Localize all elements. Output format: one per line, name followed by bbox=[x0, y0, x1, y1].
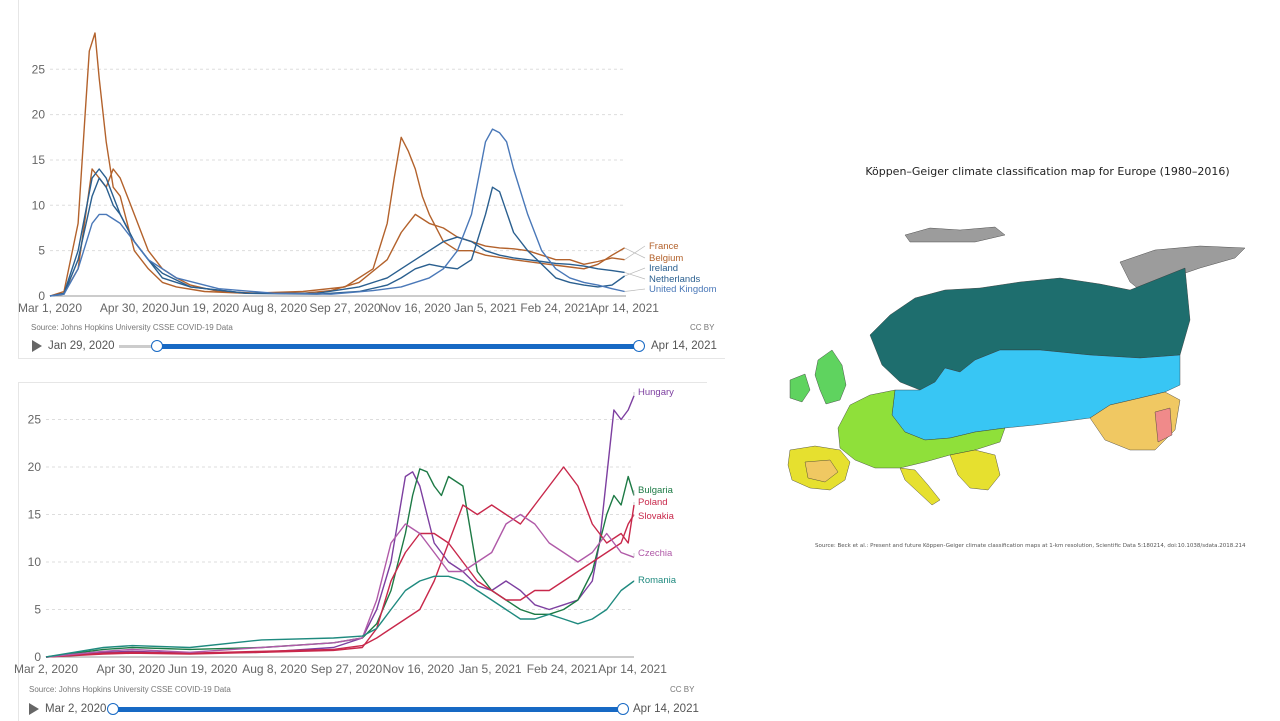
x-tick-label: Jan 5, 2021 bbox=[454, 301, 517, 315]
series-label-romania: Romania bbox=[638, 575, 677, 586]
series-label-netherlands: Netherlands bbox=[649, 274, 700, 285]
series-label-czechia: Czechia bbox=[638, 548, 673, 559]
series-label-connector bbox=[624, 267, 646, 277]
x-tick-label: Feb 24, 2021 bbox=[520, 301, 591, 315]
series-line-france bbox=[49, 168, 625, 297]
series-line-netherlands bbox=[49, 168, 625, 297]
map-region-balkans bbox=[949, 449, 1001, 491]
y-tick-label: 10 bbox=[28, 555, 42, 569]
top-slider-end-handle[interactable] bbox=[633, 340, 645, 352]
bottom-slider-start-handle[interactable] bbox=[107, 703, 119, 715]
series-line-czechia bbox=[45, 513, 635, 658]
x-tick-label: Jan 5, 2021 bbox=[459, 662, 522, 676]
x-tick-label: Apr 14, 2021 bbox=[590, 301, 659, 315]
top-source-note: Source: Johns Hopkins University CSSE CO… bbox=[31, 323, 233, 332]
x-tick-label: Sep 27, 2020 bbox=[311, 662, 383, 676]
y-tick-label: 10 bbox=[32, 198, 46, 212]
y-tick-label: 0 bbox=[34, 650, 41, 664]
top-slider-end-date: Apr 14, 2021 bbox=[651, 340, 717, 352]
top-slider-start-date: Jan 29, 2020 bbox=[48, 340, 115, 352]
series-line-ireland bbox=[49, 177, 626, 297]
series-label-bulgaria: Bulgaria bbox=[638, 485, 674, 496]
series-line-united-kingdom bbox=[49, 128, 625, 297]
series-label-hungary: Hungary bbox=[638, 387, 674, 398]
x-tick-label: Apr 30, 2020 bbox=[100, 301, 169, 315]
series-label-connector bbox=[624, 288, 646, 292]
bottom-chart-panel: 0 5 10 15 20 25 Mar 2, 2020 Apr 30, 2020 Jun 19,… bbox=[14, 382, 707, 721]
series-label-ireland: Ireland bbox=[649, 263, 678, 274]
top-play-icon[interactable] bbox=[32, 340, 42, 352]
x-tick-label: Feb 24, 2021 bbox=[527, 662, 598, 676]
series-line-romania bbox=[45, 575, 635, 658]
y-tick-label: 25 bbox=[32, 62, 46, 76]
series-line-poland bbox=[45, 466, 635, 658]
bottom-source-note: Source: Johns Hopkins University CSSE CO… bbox=[29, 685, 231, 694]
bottom-line-chart: 0 5 10 15 20 25 Mar 2, 2020 Apr 30, 2020 Jun 19,… bbox=[14, 387, 677, 676]
x-tick-label: Mar 2, 2020 bbox=[14, 662, 78, 676]
series-label-poland: Poland bbox=[638, 497, 668, 508]
map-region-british-isles bbox=[814, 349, 847, 405]
top-license: CC BY bbox=[690, 323, 715, 332]
map-region-temperate bbox=[837, 389, 1006, 469]
series-line-hungary bbox=[45, 395, 635, 658]
climate-map-panel: Köppen–Geiger climate classification map… bbox=[760, 150, 1280, 570]
top-slider-track[interactable] bbox=[119, 345, 159, 348]
series-label-connector bbox=[624, 247, 646, 259]
x-tick-label: Nov 16, 2020 bbox=[383, 662, 455, 676]
bottom-slider-end-date: Apr 14, 2021 bbox=[633, 703, 699, 715]
map-region-caspian-steppe bbox=[1154, 407, 1173, 443]
bottom-slider-range[interactable] bbox=[112, 707, 622, 712]
top-line-chart: 0 5 10 15 20 25 Mar 1, 2020 Apr 30, 2020 Jun 19,… bbox=[18, 32, 717, 315]
map-title: Köppen–Geiger climate classification map… bbox=[865, 165, 1230, 178]
x-tick-label: Apr 30, 2020 bbox=[96, 662, 165, 676]
y-tick-label: 25 bbox=[28, 413, 42, 427]
x-tick-label: Mar 1, 2020 bbox=[18, 301, 82, 315]
x-tick-label: Sep 27, 2020 bbox=[309, 301, 381, 315]
x-tick-label: Jun 19, 2020 bbox=[168, 662, 238, 676]
x-tick-label: Apr 14, 2021 bbox=[598, 662, 667, 676]
y-tick-label: 15 bbox=[28, 508, 42, 522]
bottom-slider-start-date: Mar 2, 2020 bbox=[45, 703, 107, 715]
map-region-italy bbox=[899, 467, 941, 506]
y-tick-label: 20 bbox=[28, 460, 42, 474]
y-tick-label: 5 bbox=[38, 244, 45, 258]
x-tick-label: Nov 16, 2020 bbox=[380, 301, 452, 315]
bottom-play-icon[interactable] bbox=[29, 703, 39, 715]
series-label-connector bbox=[624, 272, 646, 280]
y-tick-label: 0 bbox=[38, 289, 45, 303]
top-chart-panel: 0 5 10 15 20 25 Mar 1, 2020 Apr 30, 2020 Jun 19,… bbox=[18, 0, 725, 359]
map-region-svalbard bbox=[904, 226, 1006, 243]
map-region-ireland bbox=[789, 373, 811, 403]
series-line-belgium bbox=[49, 32, 625, 297]
series-label-belgium: Belgium bbox=[649, 253, 683, 264]
bottom-slider-end-handle[interactable] bbox=[617, 703, 629, 715]
map-source-note: Source: Beck et al.: Present and future … bbox=[815, 543, 1246, 549]
series-label-slovakia: Slovakia bbox=[638, 511, 675, 522]
series-label-france: France bbox=[649, 241, 679, 252]
y-tick-label: 5 bbox=[34, 603, 41, 617]
series-line-bulgaria bbox=[45, 468, 635, 658]
map-region-iberia-arid bbox=[804, 459, 839, 483]
y-tick-label: 15 bbox=[32, 153, 46, 167]
x-tick-label: Aug 8, 2020 bbox=[242, 301, 307, 315]
series-line-slovakia bbox=[45, 514, 635, 658]
top-slider-range[interactable] bbox=[157, 344, 639, 349]
series-label-united-kingdom: United Kingdom bbox=[649, 284, 717, 295]
top-slider-start-handle[interactable] bbox=[151, 340, 163, 352]
y-tick-label: 20 bbox=[32, 108, 46, 122]
map-region-novaya-zemlya bbox=[1119, 245, 1246, 291]
x-tick-label: Jun 19, 2020 bbox=[170, 301, 240, 315]
x-tick-label: Aug 8, 2020 bbox=[242, 662, 307, 676]
europe-climate-map bbox=[787, 226, 1246, 506]
bottom-license: CC BY bbox=[670, 685, 695, 694]
